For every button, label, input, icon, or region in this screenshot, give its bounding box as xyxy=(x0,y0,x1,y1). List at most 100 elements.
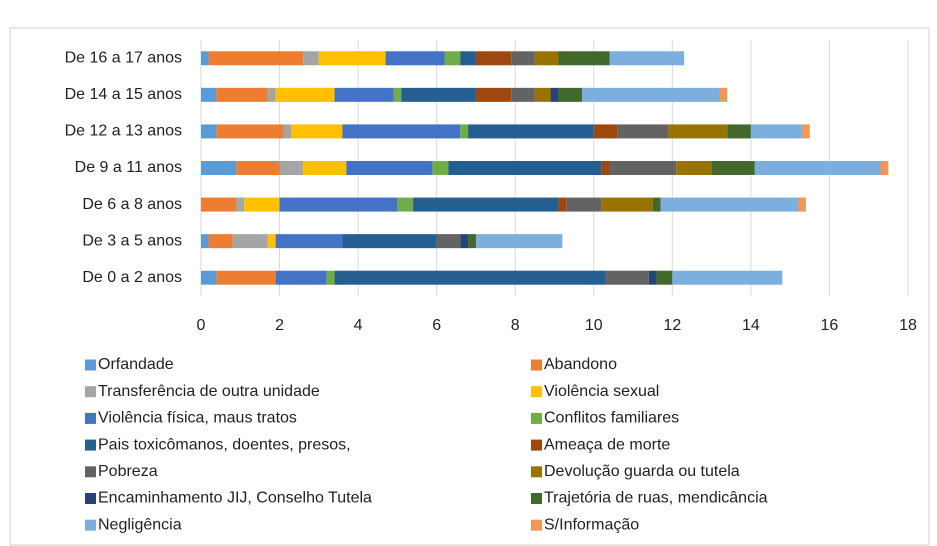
y-tick-label: De 3 a 5 anos xyxy=(82,232,182,249)
bar-segment xyxy=(656,270,673,285)
legend-label: Trajetória de ruas, mendicância xyxy=(544,490,768,507)
bar-segment xyxy=(444,51,461,66)
x-tick-label: 4 xyxy=(354,317,363,334)
bar-segment xyxy=(334,87,394,102)
bar-segment xyxy=(601,197,653,212)
bar-segment xyxy=(475,87,512,102)
bar-segment xyxy=(201,234,209,249)
bar-segment xyxy=(511,51,535,66)
legend-label: Conflitos familiares xyxy=(544,410,679,427)
legend-swatch xyxy=(531,359,542,371)
bar-segment xyxy=(468,124,594,139)
bar-segment xyxy=(275,87,335,102)
bar-segment xyxy=(216,87,268,102)
legend-label: Violência física, maus tratos xyxy=(98,410,297,427)
bar-segment xyxy=(413,197,559,212)
x-tick-label: 14 xyxy=(742,317,760,334)
x-tick-label: 16 xyxy=(821,317,839,334)
bar-segment xyxy=(201,124,217,139)
bar-segment xyxy=(244,197,280,212)
bar-segment xyxy=(460,51,476,66)
legend-label: Abandono xyxy=(544,356,617,373)
bar-segment xyxy=(201,197,237,212)
bar-segment xyxy=(558,51,610,66)
bar-segment xyxy=(267,234,276,249)
bar-segment xyxy=(236,161,280,175)
bar-segment xyxy=(475,234,563,249)
bar-segment xyxy=(676,161,712,175)
bar-segment xyxy=(534,51,559,66)
legend-label: Negligência xyxy=(98,516,182,533)
bar-segment xyxy=(208,51,304,66)
bar-segment xyxy=(558,87,582,102)
bar-segment xyxy=(267,87,276,102)
bar-segment xyxy=(727,124,751,139)
x-tick-label: 18 xyxy=(899,317,917,334)
legend-swatch xyxy=(85,359,96,371)
bar-segment xyxy=(201,161,237,175)
y-tick-label: De 6 a 8 anos xyxy=(82,196,182,213)
bar-segment xyxy=(534,87,551,102)
bar-segment xyxy=(334,270,606,285)
bar-segment xyxy=(201,51,209,66)
legend-label: Ameaça de morte xyxy=(544,436,670,453)
bar-segment xyxy=(648,270,657,285)
legend-label: Violência sexual xyxy=(544,383,659,400)
bar-segment xyxy=(754,161,881,175)
bar-segment xyxy=(303,161,347,175)
bar-segment xyxy=(550,87,559,102)
bar-segment xyxy=(605,270,649,285)
bar-segment xyxy=(275,270,327,285)
bar-segment xyxy=(279,197,398,212)
bar-segment xyxy=(880,161,889,175)
x-tick-label: 6 xyxy=(432,317,441,334)
legend-swatch xyxy=(531,386,542,398)
legend-swatch xyxy=(85,519,96,531)
bar-segment xyxy=(216,270,276,285)
bar-segment xyxy=(475,51,512,66)
x-tick-label: 10 xyxy=(585,317,603,334)
bar-segment xyxy=(460,234,469,249)
legend-label: Encaminhamento JIJ, Conselho Tutela xyxy=(98,490,372,507)
bar-segment xyxy=(593,124,618,139)
y-tick-label: De 0 a 2 anos xyxy=(82,269,182,286)
y-tick-label: De 14 a 15 anos xyxy=(65,86,182,103)
legend-label: Transferência de outra unidade xyxy=(98,383,320,400)
bar-segment xyxy=(801,124,810,139)
bar-segment xyxy=(719,87,728,102)
bar-segment xyxy=(393,87,402,102)
bar-segment xyxy=(236,197,245,212)
x-tick-label: 12 xyxy=(663,317,681,334)
legend-label: Pais toxicômanos, doentes, presos, xyxy=(98,436,351,453)
bar-segment xyxy=(711,161,755,175)
y-tick-label: De 9 a 11 anos xyxy=(75,159,182,176)
bar-segment xyxy=(460,124,469,139)
legend-label: Orfandade xyxy=(98,356,174,373)
bar-segment xyxy=(385,51,445,66)
legend-swatch xyxy=(531,412,542,424)
bar-segment xyxy=(291,124,343,139)
bar-segment xyxy=(201,270,217,285)
bar-segment xyxy=(232,234,268,249)
bar-segment xyxy=(601,161,610,175)
bar-segment xyxy=(672,270,783,285)
bar-segment xyxy=(208,234,233,249)
bar-segment xyxy=(318,51,386,66)
legend-swatch xyxy=(531,519,542,531)
chart-frame xyxy=(9,27,930,546)
bar-segment xyxy=(401,87,476,102)
bar-segment xyxy=(216,124,284,139)
bar-segment xyxy=(660,197,799,212)
bar-segment xyxy=(750,124,802,139)
bar-segment xyxy=(617,124,669,139)
legend-label: S/Informação xyxy=(544,516,639,533)
bar-segment xyxy=(397,197,414,212)
bar-segment xyxy=(326,270,335,285)
legend-swatch xyxy=(531,493,542,504)
legend-swatch xyxy=(531,439,542,451)
bar-segment xyxy=(303,51,319,66)
legend-swatch xyxy=(85,386,96,398)
legend-swatch xyxy=(85,466,96,478)
bar-segment xyxy=(201,87,217,102)
